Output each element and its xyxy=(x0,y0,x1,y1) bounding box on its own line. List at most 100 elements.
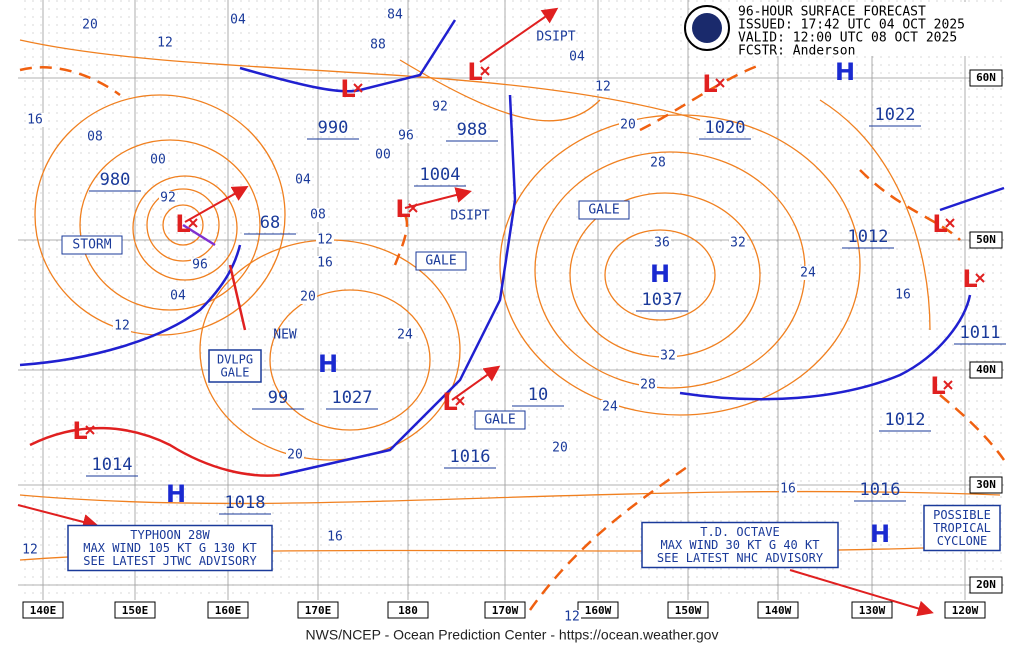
advisory-line: DVLPG xyxy=(217,353,253,367)
center-x xyxy=(85,425,95,435)
note-label: DSIPT xyxy=(450,209,489,224)
label-bg xyxy=(729,236,747,250)
pressure-label: 1022 xyxy=(875,105,916,125)
header-line: FCSTR: Anderson xyxy=(738,44,855,59)
label-bg xyxy=(551,441,569,455)
note-box xyxy=(474,410,526,430)
isobar-label: 20 xyxy=(82,18,98,33)
isobar-label: 08 xyxy=(310,208,326,223)
note-label: STORM xyxy=(72,238,111,253)
label-box xyxy=(851,601,893,619)
high-center: H xyxy=(318,350,338,378)
pressure-label: 988 xyxy=(457,120,488,140)
longitude-label: 150W xyxy=(675,604,702,617)
low-center: L xyxy=(962,265,977,293)
advisory-line: T.D. OCTAVE xyxy=(700,525,779,539)
pressure-label: 1004 xyxy=(420,165,461,185)
label-box xyxy=(757,601,799,619)
label-bg xyxy=(779,482,797,496)
isobar-label: 20 xyxy=(287,448,303,463)
label-bg xyxy=(316,256,334,270)
label-box xyxy=(114,601,156,619)
isobar-label: 12 xyxy=(114,319,130,334)
note-box xyxy=(61,235,123,255)
isobar-label: 84 xyxy=(387,8,403,23)
center-x xyxy=(975,273,985,283)
pressure-label: 1014 xyxy=(92,455,133,475)
label-box xyxy=(969,576,1003,594)
note-box xyxy=(578,200,630,220)
isobar-label: 96 xyxy=(192,258,208,273)
isobar-label: 16 xyxy=(317,256,333,271)
latitude-label: 50N xyxy=(976,233,996,246)
advisory-line: CYCLONE xyxy=(937,534,988,548)
advisory-line: SEE LATEST JTWC ADVISORY xyxy=(83,554,257,568)
label-bg xyxy=(369,38,387,52)
header-box xyxy=(732,2,1002,56)
isobar-label: 00 xyxy=(150,153,166,168)
isobar-label: 04 xyxy=(170,289,186,304)
isobar-label: 28 xyxy=(640,378,656,393)
isobar-label: 16 xyxy=(327,530,343,545)
low-center: L xyxy=(932,210,947,238)
isobar-label: 20 xyxy=(620,118,636,133)
longitude-label: 160E xyxy=(215,604,242,617)
label-bg xyxy=(601,400,619,414)
troughs xyxy=(19,63,1006,611)
label-bg xyxy=(316,233,334,247)
label-box xyxy=(207,601,249,619)
center-x xyxy=(188,218,198,228)
label-bg xyxy=(396,328,414,342)
label-bg xyxy=(169,289,187,303)
label-box xyxy=(969,476,1003,494)
label-box xyxy=(297,601,339,619)
isobar-label: 24 xyxy=(397,328,413,343)
pressure-label: 1027 xyxy=(332,388,373,408)
longitude-label: 180 xyxy=(398,604,418,617)
label-box xyxy=(22,601,64,619)
note-label: GALE xyxy=(588,203,619,218)
latitude-label: 20N xyxy=(976,578,996,591)
label-bg xyxy=(86,130,104,144)
center-x xyxy=(408,203,418,213)
pressure-label: 68 xyxy=(260,213,280,233)
label-bg xyxy=(799,266,817,280)
label-bg xyxy=(309,208,327,222)
label-bg xyxy=(156,36,174,50)
isobar-label: 12 xyxy=(317,233,333,248)
isobar-label: 12 xyxy=(564,610,580,625)
note-label: GALE xyxy=(484,413,515,428)
pressure-label: 1016 xyxy=(450,447,491,467)
high-center: H xyxy=(835,58,855,86)
fronts xyxy=(19,19,1005,477)
label-bg xyxy=(386,8,404,22)
isobar-label: 32 xyxy=(660,349,676,364)
longitude-label: 140E xyxy=(30,604,57,617)
isobar-label: 96 xyxy=(398,129,414,144)
label-bg xyxy=(568,50,586,64)
label-bg xyxy=(294,173,312,187)
isobar-label: 16 xyxy=(780,482,796,497)
isobar-label: 92 xyxy=(432,100,448,115)
header-line: 96-HOUR SURFACE FORECAST xyxy=(738,5,926,20)
advisory-line: POSSIBLE xyxy=(933,508,991,522)
label-bg xyxy=(894,288,912,302)
label-bg xyxy=(159,191,177,205)
low-center: L xyxy=(930,372,945,400)
isobar-label: 04 xyxy=(230,13,246,28)
isobar-label: 28 xyxy=(650,156,666,171)
high-center: H xyxy=(166,480,186,508)
low-center: L xyxy=(72,417,87,445)
pressure-label: 1016 xyxy=(860,480,901,500)
label-bg xyxy=(374,148,392,162)
label-bg xyxy=(326,530,344,544)
label-bg xyxy=(619,118,637,132)
label-bg xyxy=(299,290,317,304)
label-bg xyxy=(286,448,304,462)
isobar-label: 12 xyxy=(22,543,38,558)
pressure-label: 1011 xyxy=(960,323,1001,343)
center-x xyxy=(480,66,490,76)
isobar-label: 00 xyxy=(375,148,391,163)
advisory-box xyxy=(641,521,839,569)
